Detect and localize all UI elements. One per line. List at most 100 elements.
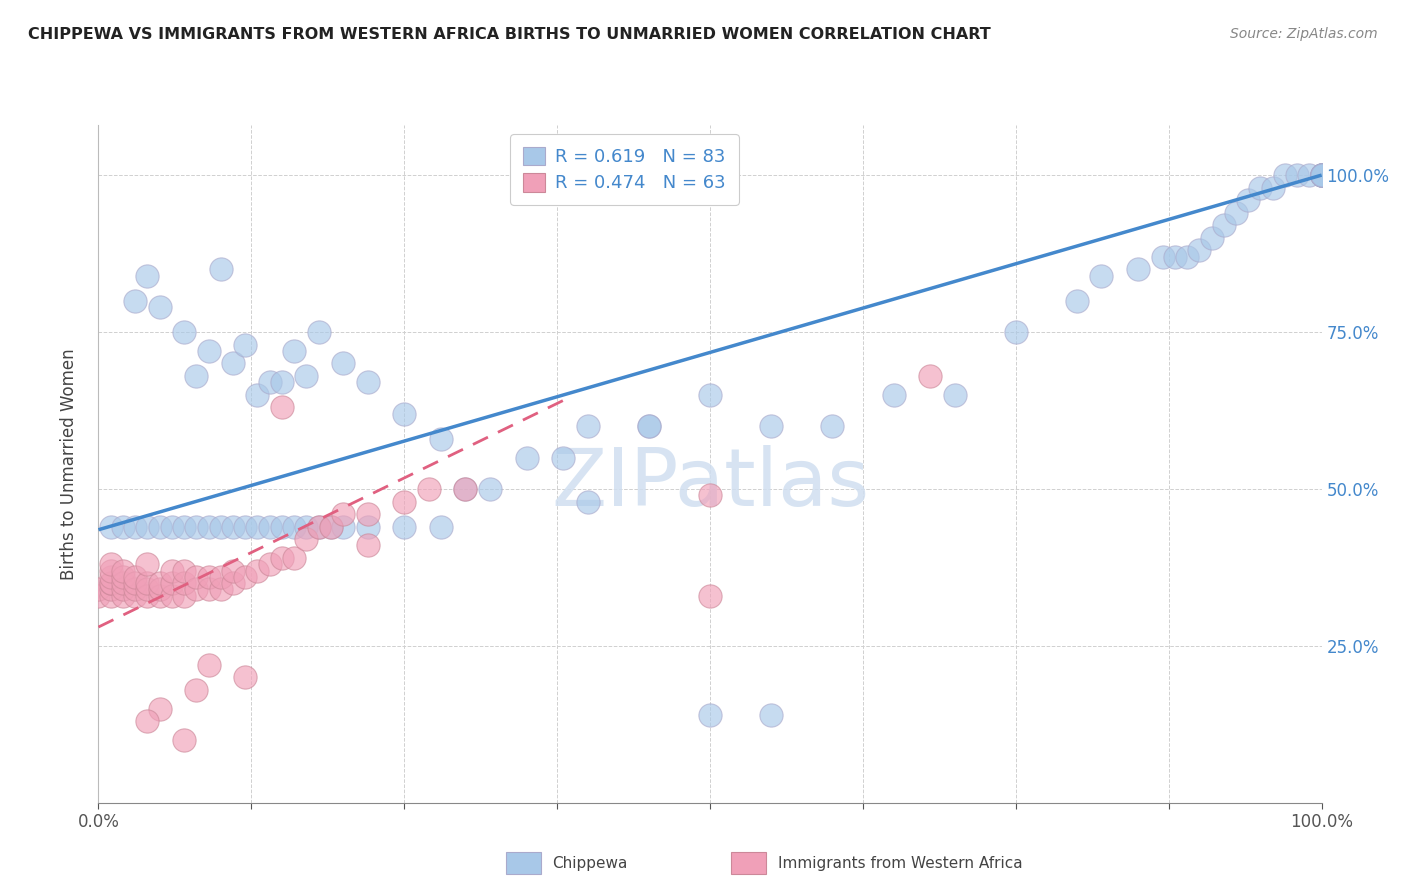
Text: Immigrants from Western Africa: Immigrants from Western Africa — [778, 855, 1022, 871]
Point — [149, 576, 172, 591]
Point — [1152, 250, 1174, 264]
Point — [1310, 168, 1333, 182]
Point — [124, 519, 146, 533]
Point — [222, 356, 245, 370]
Text: CHIPPEWA VS IMMIGRANTS FROM WESTERN AFRICA BIRTHS TO UNMARRIED WOMEN CORRELATION: CHIPPEWA VS IMMIGRANTS FROM WESTERN AFRI… — [28, 27, 991, 42]
Point — [920, 368, 942, 383]
Point — [1164, 250, 1187, 264]
Point — [319, 519, 342, 533]
Point — [186, 570, 208, 584]
Point — [454, 482, 477, 496]
Point — [100, 576, 122, 591]
Point — [100, 519, 122, 533]
Point — [332, 507, 354, 521]
Point — [136, 268, 159, 283]
Point — [197, 343, 219, 358]
Point — [943, 388, 966, 402]
Point — [186, 368, 208, 383]
Point — [136, 576, 159, 591]
Point — [295, 519, 318, 533]
Point — [111, 576, 134, 591]
Point — [100, 570, 122, 584]
Point — [149, 300, 172, 314]
Point — [173, 325, 195, 339]
Point — [111, 589, 134, 603]
Point — [270, 551, 294, 566]
Point — [124, 293, 146, 308]
Point — [270, 376, 294, 390]
Point — [124, 570, 146, 584]
Point — [1310, 168, 1333, 182]
Point — [1188, 244, 1211, 258]
Point — [270, 401, 294, 415]
Point — [1310, 168, 1333, 182]
Point — [100, 564, 122, 578]
Point — [87, 589, 110, 603]
Point — [1286, 168, 1309, 182]
Point — [173, 733, 195, 747]
Point — [319, 519, 342, 533]
Y-axis label: Births to Unmarried Women: Births to Unmarried Women — [59, 348, 77, 580]
Point — [1249, 180, 1271, 194]
Point — [246, 388, 269, 402]
Point — [209, 570, 232, 584]
Point — [430, 432, 453, 446]
Point — [699, 488, 721, 502]
Point — [173, 519, 195, 533]
Point — [478, 482, 501, 496]
Point — [883, 388, 905, 402]
Point — [515, 450, 537, 465]
Point — [1310, 168, 1333, 182]
Point — [638, 419, 661, 434]
Point — [136, 714, 159, 729]
Point — [392, 407, 416, 421]
Point — [1225, 206, 1247, 220]
Point — [149, 589, 172, 603]
Point — [259, 558, 281, 572]
Point — [308, 325, 330, 339]
Point — [332, 356, 354, 370]
Point — [332, 519, 354, 533]
Point — [699, 388, 721, 402]
Point — [111, 582, 134, 597]
Point — [222, 576, 245, 591]
Point — [270, 519, 294, 533]
Point — [1298, 168, 1320, 182]
Point — [430, 519, 453, 533]
Point — [233, 670, 256, 684]
Point — [160, 576, 183, 591]
Point — [209, 582, 232, 597]
Point — [160, 589, 183, 603]
Point — [246, 519, 269, 533]
Text: ZIPatlas: ZIPatlas — [551, 445, 869, 524]
Point — [1201, 231, 1223, 245]
Point — [1128, 262, 1150, 277]
Point — [173, 589, 195, 603]
Point — [197, 570, 219, 584]
Point — [1274, 168, 1296, 182]
Point — [1175, 250, 1198, 264]
Point — [392, 494, 416, 508]
Point — [186, 519, 208, 533]
Point — [173, 576, 195, 591]
Point — [124, 576, 146, 591]
Point — [149, 519, 172, 533]
Point — [136, 589, 159, 603]
Point — [553, 450, 575, 465]
Point — [100, 576, 122, 591]
Point — [111, 519, 134, 533]
Point — [356, 507, 378, 521]
Point — [197, 582, 219, 597]
Point — [100, 582, 122, 597]
Point — [173, 564, 195, 578]
Legend: R = 0.619   N = 83, R = 0.474   N = 63: R = 0.619 N = 83, R = 0.474 N = 63 — [510, 134, 738, 205]
Point — [295, 368, 318, 383]
Point — [149, 701, 172, 715]
Point — [209, 262, 232, 277]
Point — [1004, 325, 1026, 339]
Point — [1310, 168, 1333, 182]
Point — [197, 657, 219, 672]
Point — [100, 589, 122, 603]
Point — [124, 589, 146, 603]
Point — [160, 519, 183, 533]
